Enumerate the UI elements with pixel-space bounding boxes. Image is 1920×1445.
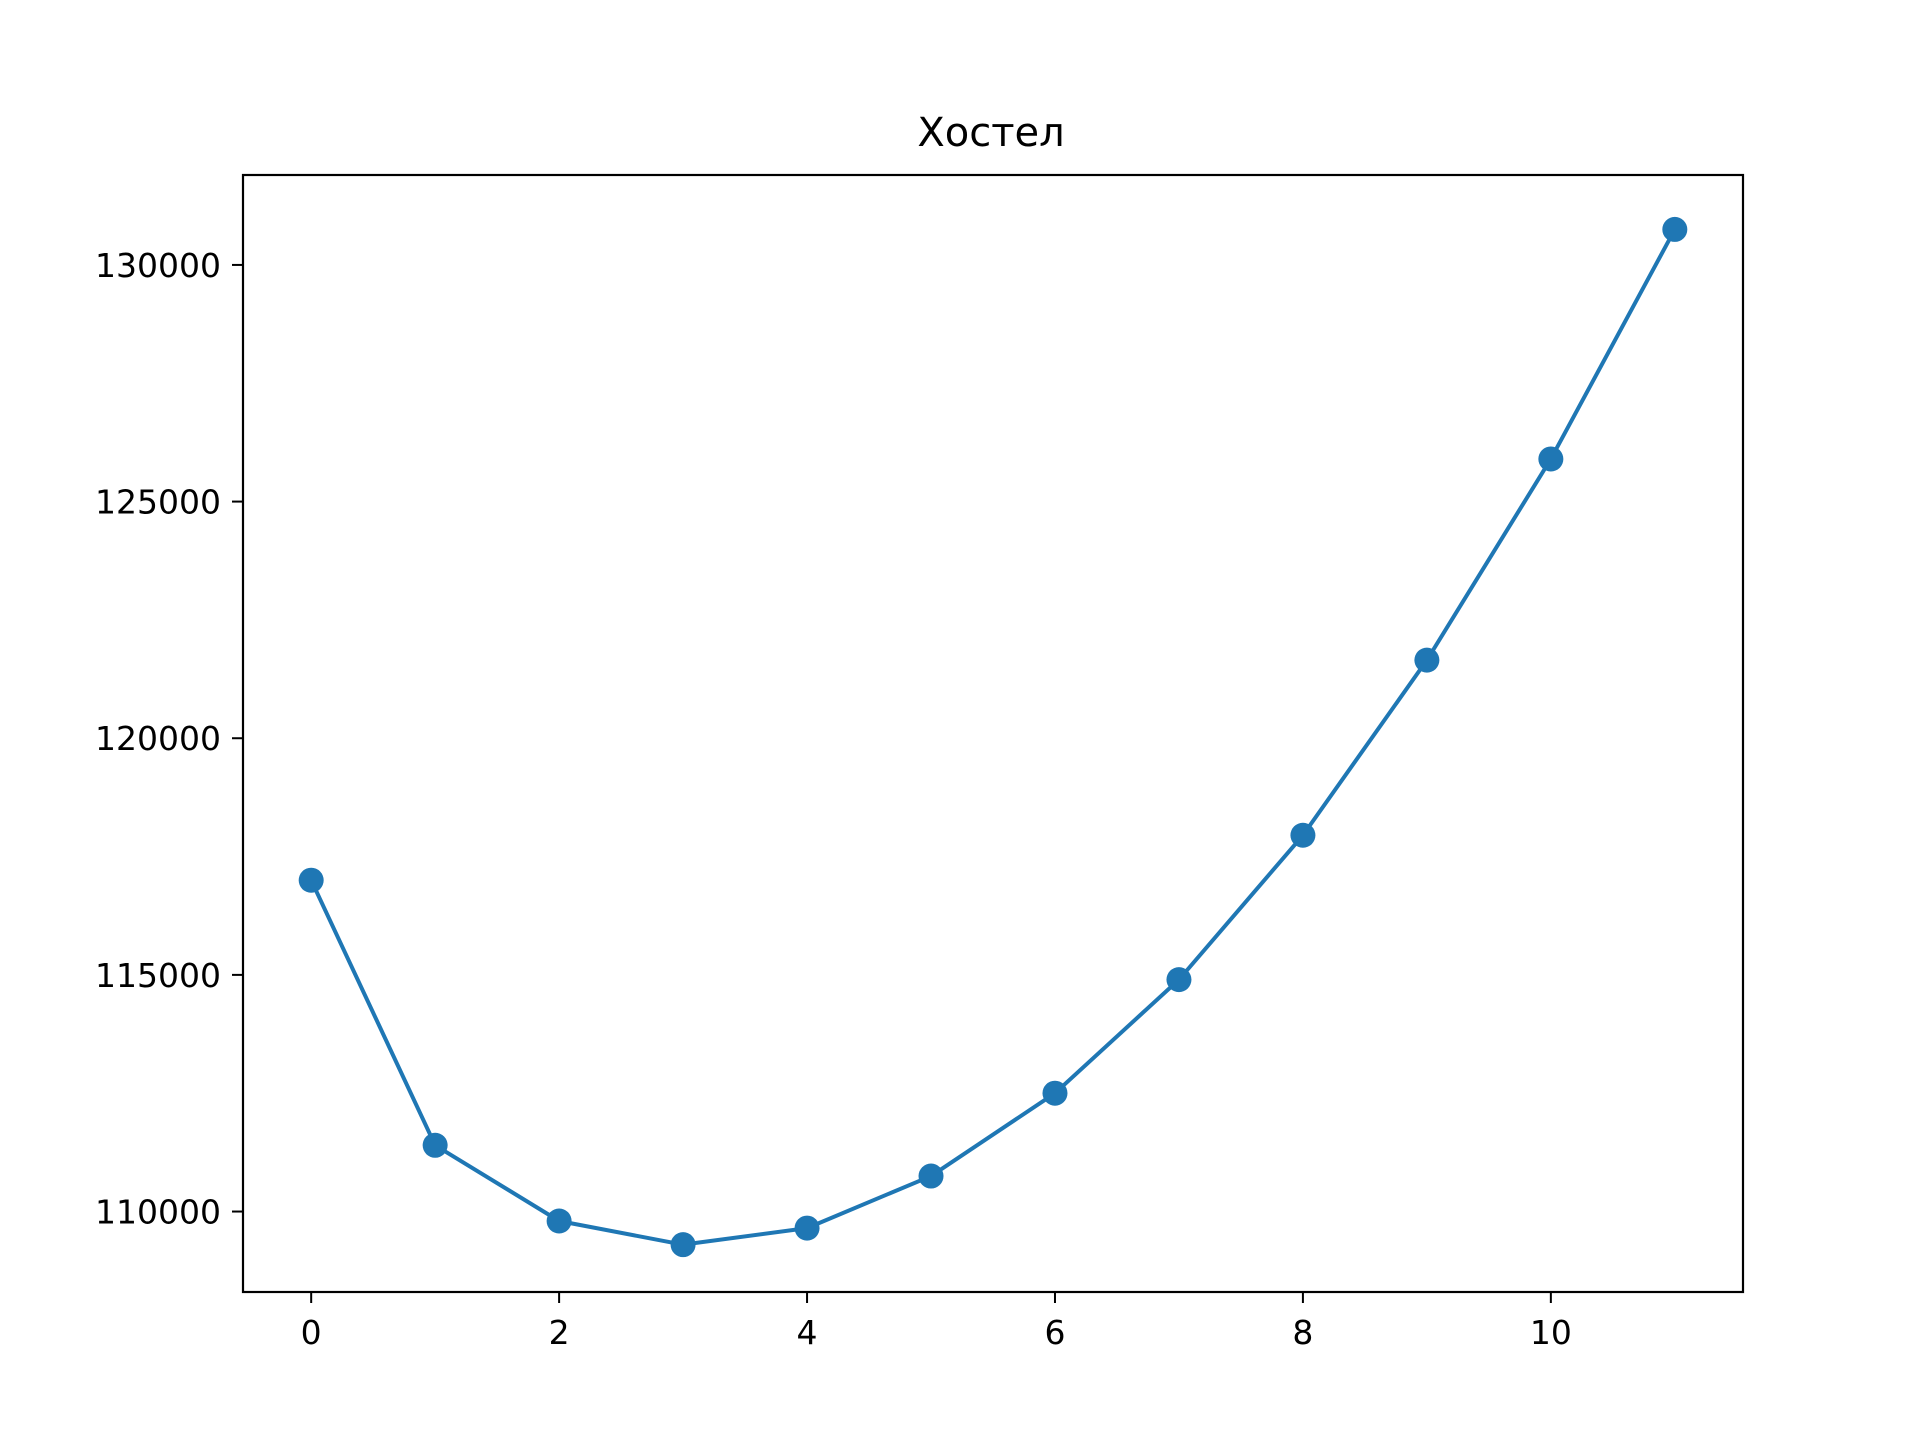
axes-frame [241, 173, 1745, 1294]
y-tick-label: 125000 [95, 483, 221, 522]
data-point [1538, 446, 1564, 472]
x-tick-label: 0 [301, 1313, 322, 1352]
data-point [1290, 822, 1316, 848]
chart-title: Хостел [917, 110, 1064, 156]
data-point [1414, 647, 1440, 673]
y-tick-label: 130000 [95, 246, 221, 285]
data-point [1042, 1080, 1068, 1106]
x-tick-label: 2 [549, 1313, 570, 1352]
data-point [670, 1232, 696, 1258]
data-point [1166, 967, 1192, 993]
data-point [546, 1208, 572, 1234]
y-tick-label: 110000 [95, 1193, 221, 1232]
data-point [422, 1132, 448, 1158]
data-point [794, 1215, 820, 1241]
data-point [918, 1163, 944, 1189]
x-tick-label: 6 [1044, 1313, 1065, 1352]
x-tick-label: 10 [1530, 1313, 1572, 1352]
plot-area [298, 216, 1688, 1258]
data-point [298, 867, 324, 893]
x-tick-label: 8 [1292, 1313, 1313, 1352]
x-tick-label: 4 [797, 1313, 818, 1352]
x-axis-ticks: 0 2 4 6 8 10 [301, 1292, 1572, 1352]
data-point [1662, 216, 1688, 242]
series-line [309, 228, 1677, 1247]
y-tick-label: 120000 [95, 719, 221, 758]
y-axis-ticks: 110000 115000 120000 125000 130000 [95, 246, 243, 1232]
y-tick-label: 115000 [95, 956, 221, 995]
